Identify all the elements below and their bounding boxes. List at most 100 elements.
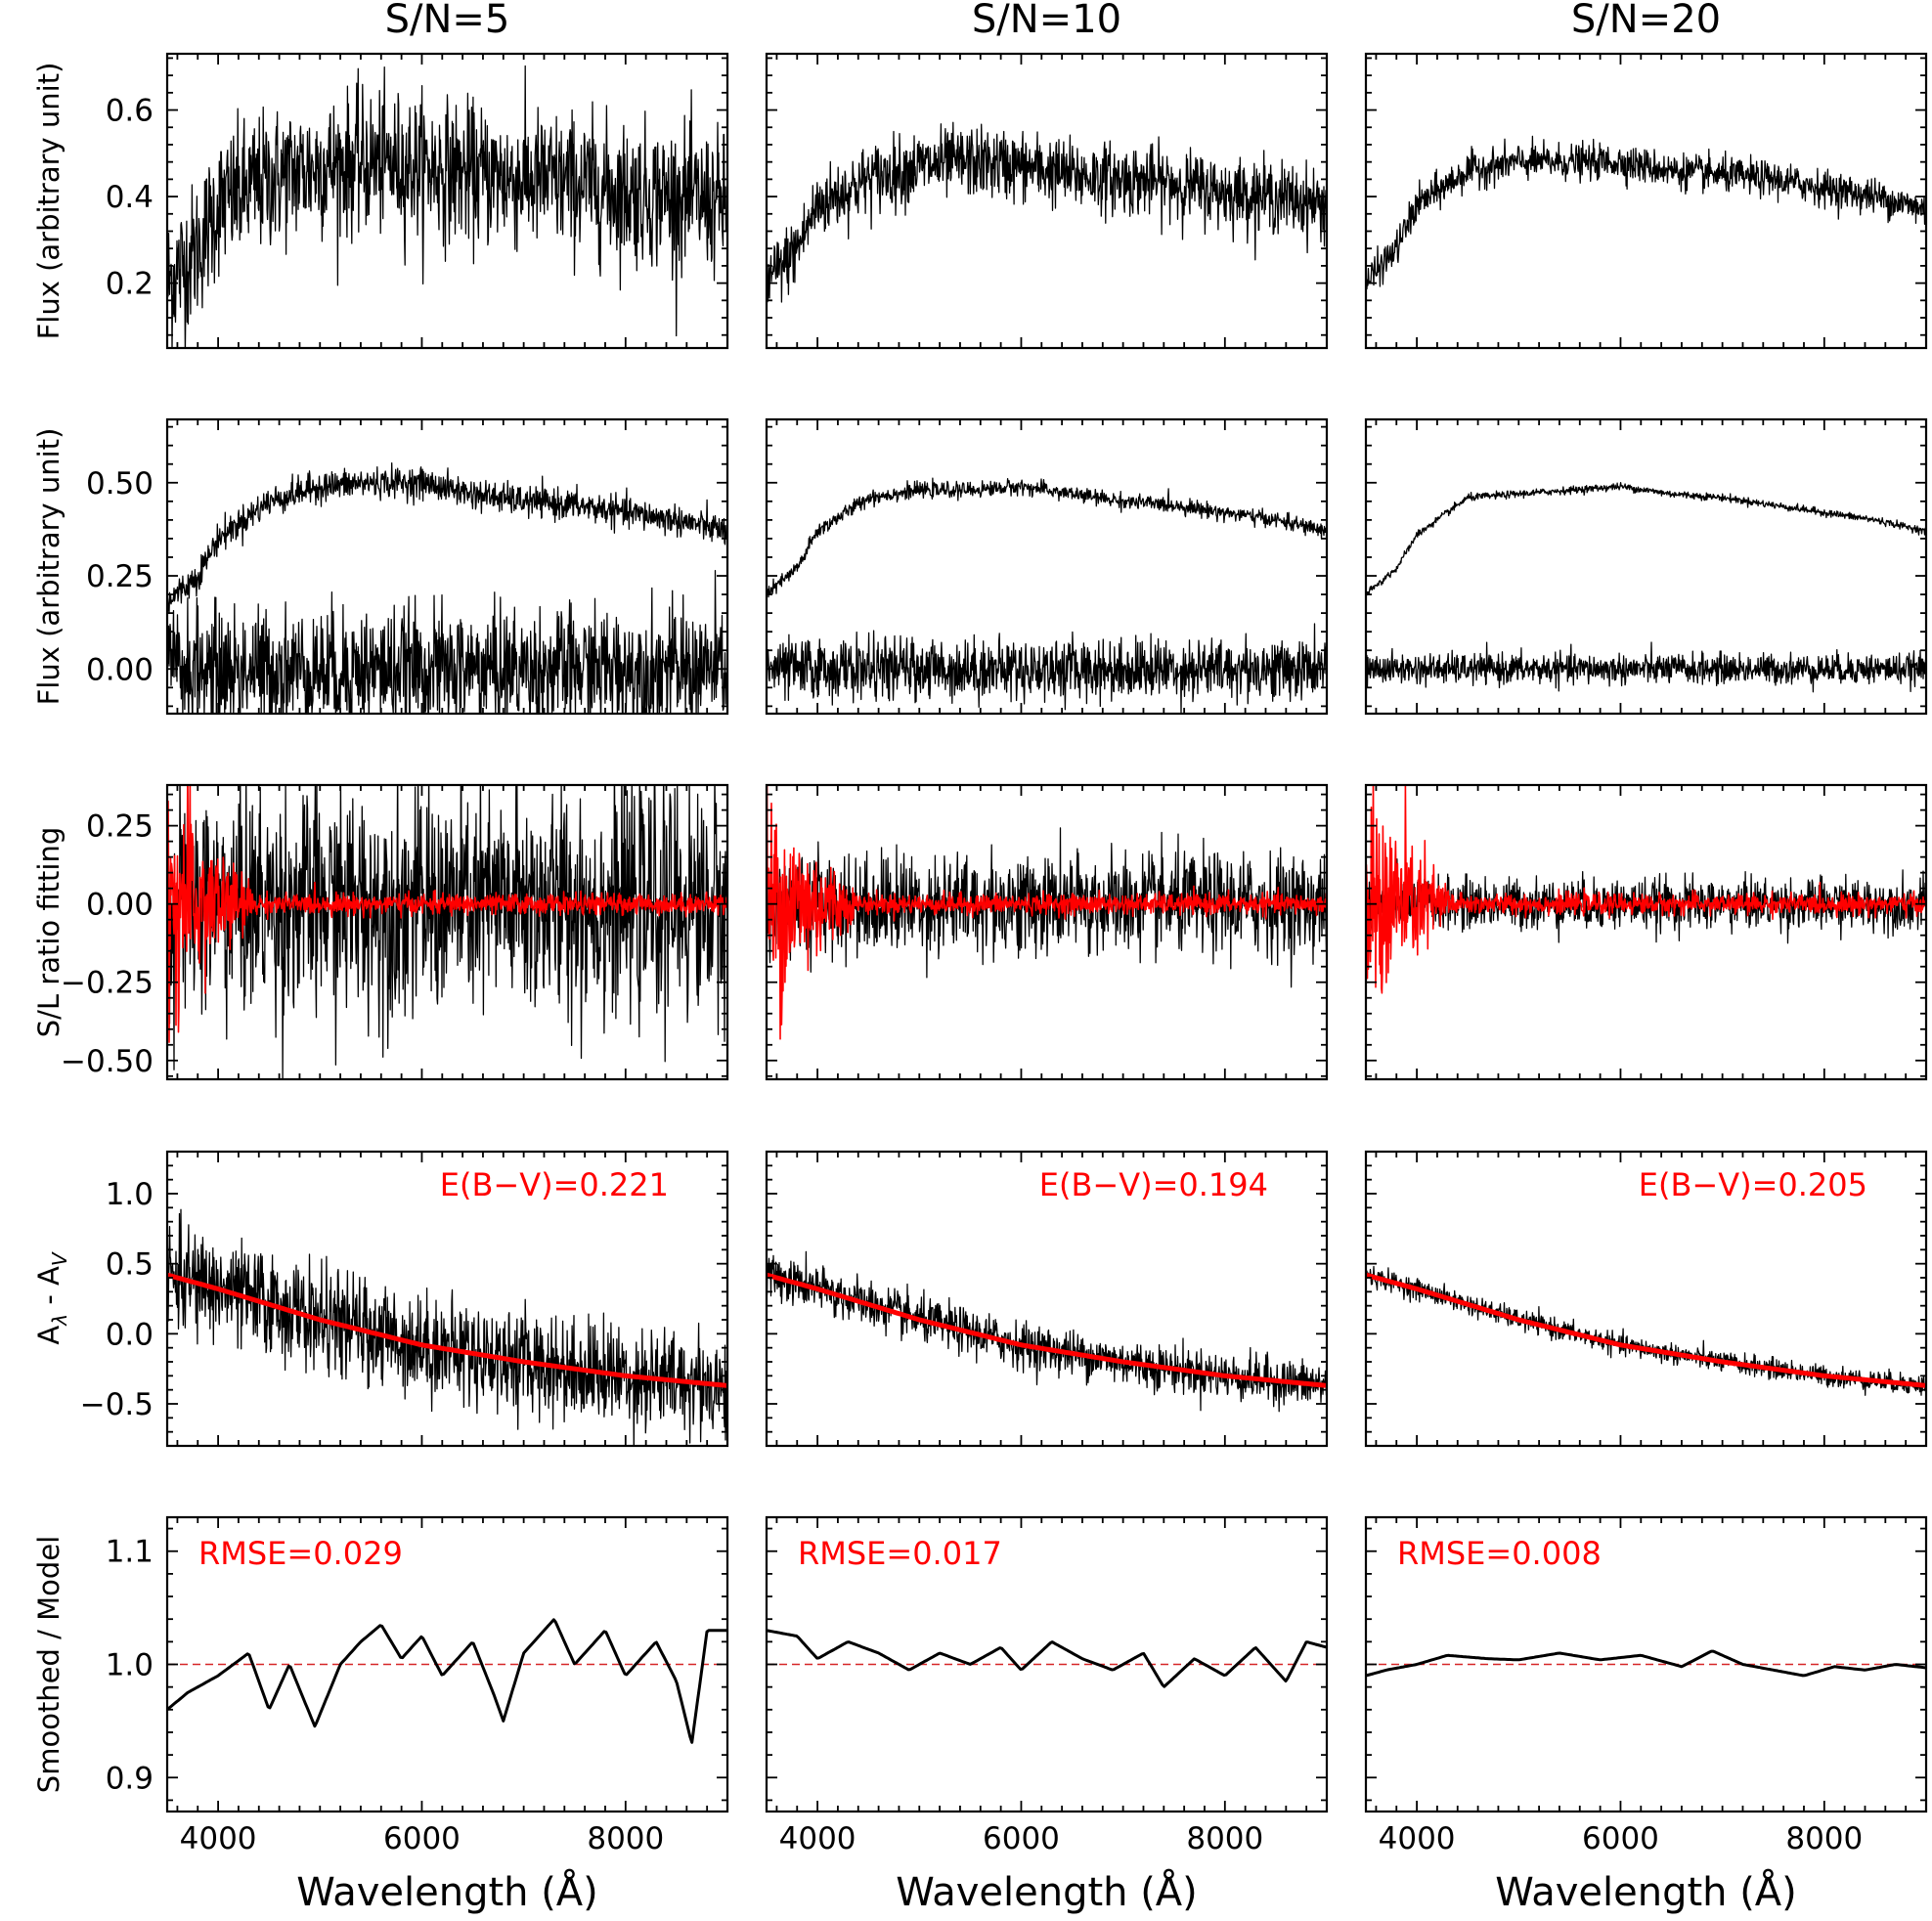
data-series xyxy=(167,1618,727,1744)
y-tick-label: 0.25 xyxy=(86,559,154,594)
plot-area xyxy=(167,462,727,714)
column-title: S/N=5 xyxy=(385,0,510,42)
data-series xyxy=(767,477,1327,598)
data-series xyxy=(767,1629,1327,1688)
y-tick-label: 0.9 xyxy=(106,1761,154,1796)
column-title: S/N=10 xyxy=(972,0,1121,42)
panel-frame xyxy=(765,783,1329,1081)
panel-annotation: E(B−V)=0.221 xyxy=(440,1166,669,1203)
data-series xyxy=(1366,1265,1926,1396)
panel-r4-c2: E(B−V)=0.194 xyxy=(765,1150,1329,1448)
panel-r3-c1: −0.50 −0.25 0.00 0.25 xyxy=(61,783,729,1081)
panel-r4-c1: −0.5 0.0 0.5 1.0 E(B−V)=0.221 xyxy=(80,1150,729,1448)
data-series xyxy=(1366,641,1926,693)
y-tick-label: 0.0 xyxy=(106,1317,154,1352)
x-tick-label: 8000 xyxy=(1785,1821,1863,1856)
x-tick-label: 6000 xyxy=(983,1821,1060,1856)
x-tick-label: 6000 xyxy=(1582,1821,1659,1856)
data-series xyxy=(767,1250,1327,1413)
x-tick-label: 8000 xyxy=(1186,1821,1263,1856)
plot-area xyxy=(767,477,1327,714)
data-series xyxy=(1366,1272,1926,1388)
data-series xyxy=(167,65,727,348)
data-series xyxy=(1366,785,1926,994)
data-series xyxy=(767,785,1327,1040)
y-tick-label: 0.6 xyxy=(106,94,154,129)
plot-area xyxy=(767,1629,1327,1688)
y-tick-label: 1.0 xyxy=(106,1177,154,1212)
plot-area xyxy=(167,1618,727,1744)
panel-frame xyxy=(765,52,1329,350)
panel-frame xyxy=(165,783,729,1081)
plot-area xyxy=(1366,1265,1926,1396)
x-axis-label: Wavelength (Å) xyxy=(896,1868,1198,1915)
panel-annotation: RMSE=0.029 xyxy=(198,1535,403,1572)
panel-annotation: RMSE=0.008 xyxy=(1397,1535,1602,1572)
panel-r2-c3 xyxy=(1364,417,1928,716)
panel-frame xyxy=(765,1150,1329,1448)
panel-annotation: E(B−V)=0.194 xyxy=(1039,1166,1268,1203)
x-axis-label: Wavelength (Å) xyxy=(1495,1868,1797,1915)
panel-r5-c1: 4000 6000 8000 Wavelength (Å) 0.9 1.0 1.1 RMSE=… xyxy=(106,1515,729,1915)
data-series xyxy=(167,785,727,1079)
data-series xyxy=(1366,1649,1926,1678)
panel-annotation: RMSE=0.017 xyxy=(798,1535,1002,1572)
x-tick-label: 8000 xyxy=(587,1821,664,1856)
panel-frame xyxy=(1364,417,1928,716)
panel-r4-c3: E(B−V)=0.205 xyxy=(1364,1150,1928,1448)
data-series xyxy=(167,785,727,1043)
panel-r1-c3 xyxy=(1364,52,1928,350)
panel-frame xyxy=(1364,783,1928,1081)
y-axis-label: Aλ - AV xyxy=(32,1251,71,1344)
y-tick-label: 0.00 xyxy=(86,888,154,923)
y-tick-label: 0.25 xyxy=(86,809,154,845)
panel-annotation: E(B−V)=0.205 xyxy=(1639,1166,1867,1203)
panel-frame xyxy=(165,1150,729,1448)
plot-area xyxy=(1366,135,1926,290)
panel-frame xyxy=(165,417,729,716)
data-series xyxy=(167,1272,727,1388)
x-tick-label: 4000 xyxy=(1379,1821,1456,1856)
panel-frame xyxy=(765,417,1329,716)
plot-area xyxy=(167,65,727,348)
data-series xyxy=(767,623,1327,714)
y-axis-label: Flux (arbitrary unit) xyxy=(32,63,66,340)
y-tick-label: 0.2 xyxy=(106,267,154,302)
plot-area xyxy=(767,1250,1327,1413)
y-tick-label: 1.1 xyxy=(106,1535,154,1570)
y-axis-label: Smoothed / Model xyxy=(32,1536,66,1793)
panel-r5-c3: 4000 6000 8000 Wavelength (Å) RMSE=0.008 xyxy=(1364,1515,1928,1915)
data-series xyxy=(1366,135,1926,290)
y-tick-label: 0.00 xyxy=(86,652,154,687)
y-tick-label: 0.5 xyxy=(106,1247,154,1283)
y-tick-label: −0.5 xyxy=(80,1387,154,1422)
y-tick-label: 1.0 xyxy=(106,1648,154,1683)
x-tick-label: 4000 xyxy=(180,1821,257,1856)
panel-r5-c2: 4000 6000 8000 Wavelength (Å) RMSE=0.017 xyxy=(765,1515,1329,1915)
data-series xyxy=(767,121,1327,303)
plot-area xyxy=(1366,785,1926,994)
x-tick-label: 4000 xyxy=(779,1821,856,1856)
y-tick-label: −0.25 xyxy=(61,966,154,1001)
x-tick-label: 6000 xyxy=(383,1821,461,1856)
data-series xyxy=(167,569,727,714)
plot-area xyxy=(767,785,1327,1040)
y-axis-label: Flux (arbitrary unit) xyxy=(32,428,66,706)
data-series xyxy=(167,462,727,614)
y-tick-label: 0.4 xyxy=(106,180,154,215)
panel-r2-c2 xyxy=(765,417,1329,716)
plot-area xyxy=(767,121,1327,303)
panel-r3-c3 xyxy=(1364,783,1928,1081)
plot-area xyxy=(167,1208,727,1446)
y-axis-label: S/L ratio fitting xyxy=(32,827,66,1038)
column-title: S/N=20 xyxy=(1571,0,1721,42)
plot-area xyxy=(167,785,727,1079)
data-series xyxy=(1366,482,1926,596)
plot-area xyxy=(1366,482,1926,693)
panel-r1-c2 xyxy=(765,52,1329,350)
plot-area xyxy=(1366,1649,1926,1678)
y-tick-label: 0.50 xyxy=(86,466,154,502)
panel-r1-c1: 0.2 0.4 0.6 xyxy=(106,52,729,350)
panel-frame xyxy=(1364,52,1928,350)
panel-r3-c2 xyxy=(765,783,1329,1081)
